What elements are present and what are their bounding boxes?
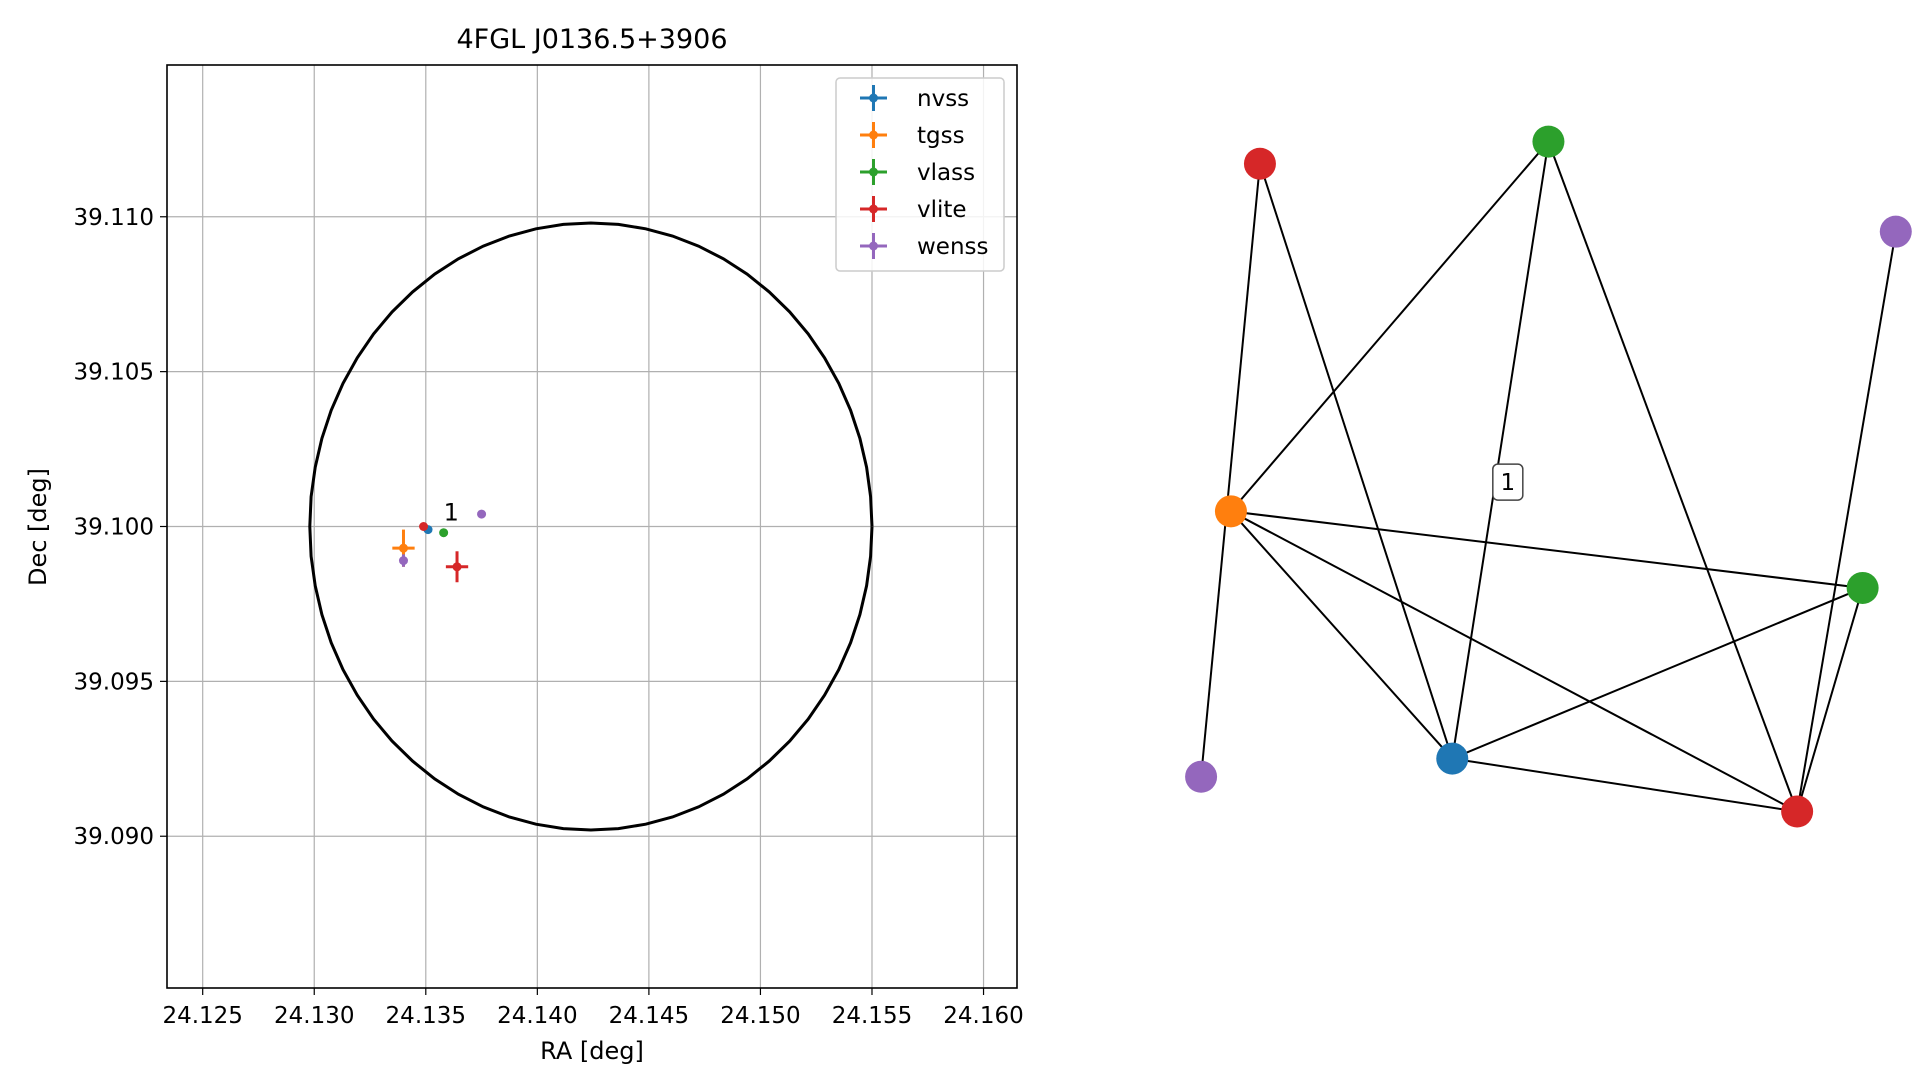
legend-label: vlite <box>917 197 967 223</box>
y-axis-ticks: 39.090 39.095 39.100 39.105 39.110 <box>74 205 167 850</box>
y-axis-label: Dec [deg] <box>24 468 52 586</box>
y-tick-label: 39.110 <box>74 205 154 231</box>
y-tick-label: 39.100 <box>74 515 154 541</box>
legend-item-vlite: vlite <box>860 196 967 223</box>
x-axis-label: RA [deg] <box>540 1037 644 1065</box>
network-edge <box>1230 510 1454 760</box>
network-edge <box>1451 587 1864 760</box>
legend-items: nvss tgss vlass vlite wenss <box>860 85 989 260</box>
y-tick-label: 39.105 <box>74 360 154 386</box>
legend-swatch-dot <box>869 167 878 177</box>
x-tick-label: 24.145 <box>609 1003 689 1029</box>
data-point <box>419 522 429 531</box>
network-edge <box>1258 163 1454 759</box>
network-panel: 1 <box>1185 125 1912 828</box>
legend-label: vlass <box>917 160 975 186</box>
legend-label: tgss <box>917 123 965 149</box>
x-axis-ticks: 24.125 24.130 24.135 24.140 24.145 24.150 24.1… <box>162 988 1024 1029</box>
network-edge <box>1547 141 1799 812</box>
chart-title: 4FGL J0136.5+3906 <box>456 24 727 55</box>
x-tick-label: 24.125 <box>162 1003 242 1029</box>
x-tick-label: 24.135 <box>386 1003 466 1029</box>
series-wenss <box>398 509 487 567</box>
legend-box <box>835 77 1005 272</box>
network-edge <box>1230 510 1863 589</box>
network-label-box <box>1492 463 1524 501</box>
network-edge <box>1796 587 1864 812</box>
legend-swatch-dot <box>869 204 878 214</box>
network-edge <box>1796 231 1897 812</box>
network-node <box>1532 125 1565 158</box>
network-edge <box>1230 510 1798 813</box>
series-vlass <box>439 528 449 538</box>
x-tick-label: 24.140 <box>497 1003 577 1029</box>
x-tick-label: 24.160 <box>943 1003 1023 1029</box>
data-point <box>477 509 487 519</box>
network-edge <box>1230 140 1550 512</box>
legend-item-wenss: wenss <box>860 233 989 260</box>
y-tick-label: 39.095 <box>74 669 154 695</box>
x-tick-label: 24.130 <box>274 1003 354 1029</box>
network-edge <box>1452 757 1798 813</box>
network-node <box>1185 760 1218 793</box>
x-tick-label: 24.155 <box>832 1003 912 1029</box>
data-point <box>452 562 462 572</box>
legend-swatch-dot <box>869 130 878 140</box>
legend-item-tgss: tgss <box>860 122 965 149</box>
network-edges <box>1200 140 1897 813</box>
network-edge <box>1200 163 1261 777</box>
annotations: 1 <box>444 498 459 526</box>
annotation-label: 1 <box>444 498 459 526</box>
series-vlite <box>419 522 469 583</box>
scatter-panel: 4FGL J0136.5+3906 24.125 24.130 24.135 24.1… <box>24 24 1024 1065</box>
legend-swatch-dot <box>869 93 878 103</box>
ellipse-outline <box>308 221 874 832</box>
legend-label: wenss <box>917 234 989 260</box>
network-node <box>1436 742 1469 775</box>
y-tick-label: 39.090 <box>74 824 154 850</box>
network-label-text: 1 <box>1500 470 1515 496</box>
network-node <box>1846 571 1879 604</box>
network-node <box>1243 147 1276 180</box>
network-node <box>1879 215 1912 248</box>
legend-item-vlass: vlass <box>860 159 975 186</box>
legend-item-nvss: nvss <box>860 85 969 112</box>
network-edge <box>1451 141 1550 759</box>
data-point <box>439 528 449 538</box>
error-ellipse <box>308 221 874 832</box>
data-point <box>398 556 408 566</box>
legend-swatch-dot <box>869 241 878 251</box>
network-node <box>1781 795 1814 828</box>
network-nodes <box>1185 125 1912 828</box>
x-tick-label: 24.150 <box>720 1003 800 1029</box>
data-points <box>392 509 487 583</box>
data-point <box>398 543 408 553</box>
network-label: 1 <box>1492 463 1524 501</box>
legend-label: nvss <box>917 86 969 112</box>
network-node <box>1214 495 1247 528</box>
legend: nvss tgss vlass vlite wenss <box>835 77 1005 272</box>
